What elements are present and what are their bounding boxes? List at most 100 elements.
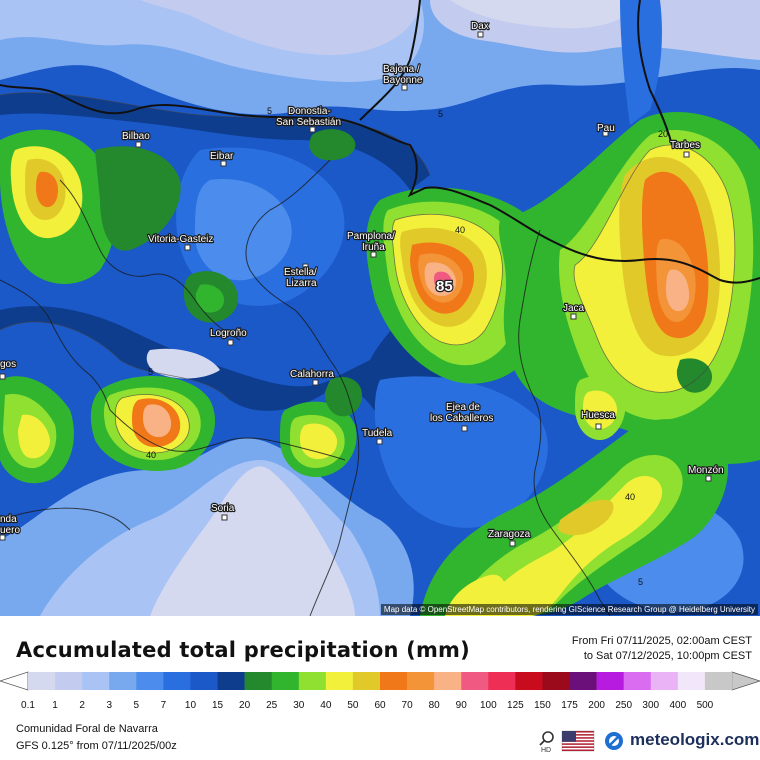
city-label-ejea-2: los Caballeros	[430, 413, 493, 424]
meteologix-logo-icon	[605, 732, 623, 750]
precip-area-peach-sw	[143, 404, 172, 438]
colorbar-cell	[190, 672, 218, 690]
border-region-rioja	[109, 409, 346, 461]
colorbar-tick-label: 60	[374, 700, 386, 711]
colorbar-cell	[407, 672, 435, 690]
city-label-tudela: Tudela	[362, 428, 393, 439]
city-label-dax: Dax	[471, 21, 489, 32]
city-label-pamplona-1: Pamplona/	[347, 231, 395, 242]
city-label-estella-2: Lizarra	[286, 278, 317, 289]
colorbar-cell	[136, 672, 164, 690]
colorbar-tick-label: 150	[534, 700, 551, 711]
colorbar-cell	[271, 672, 300, 690]
magnifier-hd-icon[interactable]: HD	[539, 731, 554, 754]
city-label-huesca: Huesca	[581, 410, 615, 421]
us-flag-icon[interactable]	[561, 730, 595, 752]
precip-area-green-west-2	[95, 146, 181, 251]
colorbar-tick-label: 200	[588, 700, 605, 711]
precip-area-blue-center-inner	[195, 179, 292, 281]
city-label-gos: gos	[0, 359, 16, 370]
contour-value-labels: 5 5 5 20 40 40 40 5	[146, 106, 668, 587]
colorbar-cell	[217, 672, 245, 690]
colorbar-cell	[488, 672, 516, 690]
colorbar-tick-label: 250	[615, 700, 632, 711]
colorbar-cell	[325, 672, 354, 690]
city-dot-pau	[602, 130, 609, 137]
city-dot-gos	[0, 373, 6, 380]
colorbar-cell	[82, 672, 110, 690]
legend-title: Accumulated total precipitation (mm)	[16, 638, 470, 662]
city-label-eibar: Eibar	[210, 151, 234, 162]
city-label-calahorra: Calahorra	[290, 369, 334, 380]
contour-label: 40	[146, 450, 156, 460]
colorbar-cell	[244, 672, 272, 690]
colorbar-cell	[28, 672, 56, 690]
colorbar-tick-label: 15	[212, 700, 224, 711]
contour-label: 20	[658, 129, 668, 139]
colorbar-tick-label: 90	[456, 700, 468, 711]
contour-label: 40	[625, 492, 635, 502]
colorbar-tick-label: 70	[402, 700, 414, 711]
city-dot-pamplona	[370, 251, 377, 258]
precip-area-yellow-se	[475, 475, 663, 616]
city-label-logrono: Logroño	[210, 328, 247, 339]
contour-label: 5	[267, 106, 272, 116]
border-east-vertical	[637, 0, 673, 146]
border-coast-north	[359, 0, 421, 121]
city-dot-tudela	[376, 438, 383, 445]
colorbar-cell	[515, 672, 543, 690]
colorbar-cell	[542, 672, 570, 690]
colorbar-cell	[461, 672, 489, 690]
city-dot-dax	[477, 31, 484, 38]
colorbar-cell	[704, 672, 733, 690]
colorbar-cell	[109, 672, 137, 690]
border-region-west	[0, 279, 111, 411]
colorbar-tick-label: 1	[52, 700, 58, 711]
precip-area-green-calahorra-north	[324, 376, 362, 417]
city-dot-huesca	[595, 423, 602, 430]
city-dot-eibar	[220, 160, 227, 167]
city-label-nda: nda	[0, 514, 17, 525]
colorbar-cell	[352, 672, 381, 690]
colorbar-tick-label: 5	[134, 700, 140, 711]
colorbar-tick-label: 30	[293, 700, 305, 711]
city-label-bayonne-2: Bayonne	[383, 75, 423, 86]
city-dot-logrono	[227, 339, 234, 346]
colorbar-left-arrow	[0, 671, 29, 691]
city-label-tarbes: Tarbes	[670, 140, 700, 151]
brand-bar: HD meteologix.com	[528, 728, 759, 754]
colorbar-tick-label: 100	[480, 700, 497, 711]
colorbar-tick-label: 175	[561, 700, 578, 711]
colorbar-cell	[55, 672, 83, 690]
precip-area-lime-logrono	[195, 284, 224, 313]
border-region-basque	[59, 179, 241, 341]
precip-area-south-pale-patch	[146, 348, 220, 379]
colorbar-tick-label: 20	[239, 700, 251, 711]
city-label-soria: Soria	[211, 503, 235, 514]
colorbar-tick-label: 80	[429, 700, 441, 711]
border-region-navarra	[245, 159, 360, 616]
contour-label: 40	[455, 225, 465, 235]
precip-area-blue-ebro	[374, 376, 548, 528]
colorbar-tick-label: 300	[642, 700, 659, 711]
colorbar-cell	[569, 672, 597, 690]
contour-label: 5	[638, 577, 643, 587]
precipitation-map[interactable]: Dax Bajona / Bayonne Donostia- San Sebas…	[0, 0, 760, 616]
precip-area-peach-east	[666, 269, 690, 312]
colorbar-cell	[434, 672, 462, 690]
city-label-jaca: Jaca	[563, 303, 585, 314]
city-dot-calahorra	[312, 379, 319, 386]
colorbar-tick-label: 40	[320, 700, 332, 711]
precip-area-navy-band	[0, 300, 449, 420]
colorbar-cell	[298, 672, 327, 690]
precip-area-north-lightest	[140, 0, 420, 55]
precip-area-green-east-patch	[676, 358, 713, 393]
brand-name[interactable]: meteologix.com	[630, 730, 760, 749]
city-label-donostia-2: San Sebastián	[276, 117, 341, 128]
city-label-donostia-1: Donostia-	[288, 106, 331, 117]
contour-40-east	[573, 144, 736, 393]
city-dot-zaragoza	[509, 540, 516, 547]
city-label-monzon: Monzón	[688, 465, 724, 476]
colorbar-tick-label: 0.1	[21, 700, 35, 711]
city-label-uero: uero	[0, 525, 20, 536]
